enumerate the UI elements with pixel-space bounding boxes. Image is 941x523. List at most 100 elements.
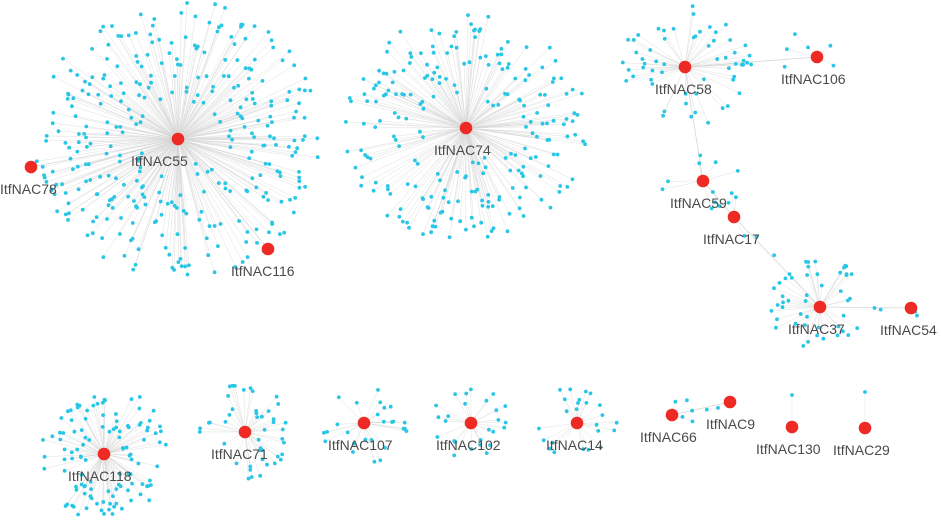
target-node xyxy=(101,500,106,504)
target-node xyxy=(548,446,552,451)
target-node xyxy=(872,306,877,310)
target-node xyxy=(315,155,320,160)
target-node xyxy=(120,506,124,511)
target-node xyxy=(510,186,515,190)
edge xyxy=(135,32,179,140)
target-node xyxy=(266,198,270,203)
hub-node-itfnac37 xyxy=(813,300,827,314)
edge xyxy=(177,138,261,176)
target-node xyxy=(662,36,667,41)
target-node xyxy=(503,404,508,408)
edge xyxy=(819,272,841,308)
target-node xyxy=(280,452,285,457)
edge xyxy=(177,125,268,140)
target-node xyxy=(108,501,112,506)
target-node xyxy=(100,236,104,241)
target-node xyxy=(484,86,489,91)
target-node xyxy=(102,397,107,402)
target-node xyxy=(550,440,555,445)
edge xyxy=(244,396,277,433)
target-node xyxy=(126,194,131,199)
target-node xyxy=(88,178,93,182)
target-node xyxy=(249,149,254,154)
target-node xyxy=(390,420,394,424)
target-node xyxy=(598,403,602,407)
edge xyxy=(165,138,179,248)
target-node xyxy=(147,498,152,503)
target-node xyxy=(723,55,728,60)
edge xyxy=(177,24,243,140)
hub-link-ItfNAC37-ItfNAC54 xyxy=(819,306,912,309)
target-node xyxy=(159,212,164,217)
target-node xyxy=(138,82,142,86)
target-node xyxy=(250,90,255,95)
target-node xyxy=(240,260,245,264)
target-node xyxy=(260,457,265,462)
edge xyxy=(177,36,232,140)
edge xyxy=(408,127,467,228)
target-node xyxy=(208,420,212,425)
edge xyxy=(177,138,282,202)
target-node xyxy=(149,483,153,487)
target-node xyxy=(555,152,560,157)
edge xyxy=(465,127,526,149)
edge xyxy=(465,127,510,214)
target-node xyxy=(473,27,477,32)
target-node xyxy=(491,429,496,434)
edge xyxy=(177,138,289,148)
edge xyxy=(465,126,527,129)
edge xyxy=(465,48,502,129)
target-node xyxy=(213,2,218,7)
target-node xyxy=(88,141,93,146)
target-node xyxy=(372,459,377,464)
edge xyxy=(177,116,271,140)
target-node xyxy=(51,74,56,79)
target-node xyxy=(50,121,55,126)
edge xyxy=(177,138,186,249)
target-node xyxy=(640,57,645,61)
edge xyxy=(177,138,300,189)
edge xyxy=(456,127,467,173)
edge xyxy=(173,138,179,270)
target-node xyxy=(656,26,661,31)
target-node xyxy=(386,88,391,93)
target-node xyxy=(87,438,92,442)
target-node xyxy=(142,95,147,100)
target-node xyxy=(430,224,435,229)
target-node xyxy=(138,12,143,17)
target-node xyxy=(104,151,109,156)
target-node xyxy=(51,110,56,115)
target-node xyxy=(228,189,233,194)
edge xyxy=(465,67,508,129)
target-node xyxy=(431,94,436,99)
target-node xyxy=(535,134,539,139)
target-node xyxy=(193,162,198,166)
target-node xyxy=(713,200,718,205)
target-node xyxy=(265,123,270,128)
target-node xyxy=(384,71,389,76)
target-node xyxy=(197,430,202,434)
edge xyxy=(177,138,318,140)
target-node xyxy=(636,33,641,37)
target-node xyxy=(295,146,300,151)
edge xyxy=(465,46,527,129)
hub-label-itfnac17: ItfNAC17 xyxy=(703,231,760,247)
target-node xyxy=(137,169,142,174)
target-node xyxy=(105,217,109,221)
edge xyxy=(465,127,472,218)
target-node xyxy=(287,89,292,94)
target-node xyxy=(354,400,359,405)
target-node xyxy=(114,176,118,181)
edge xyxy=(355,127,467,168)
edge xyxy=(103,453,110,510)
target-node xyxy=(79,455,83,459)
target-node xyxy=(821,336,826,341)
edge xyxy=(243,389,246,433)
target-node xyxy=(211,84,216,89)
target-node xyxy=(106,42,111,47)
target-node xyxy=(545,121,549,126)
target-node xyxy=(223,186,228,191)
target-node xyxy=(441,195,446,200)
edge xyxy=(363,422,407,432)
target-node xyxy=(614,420,619,425)
